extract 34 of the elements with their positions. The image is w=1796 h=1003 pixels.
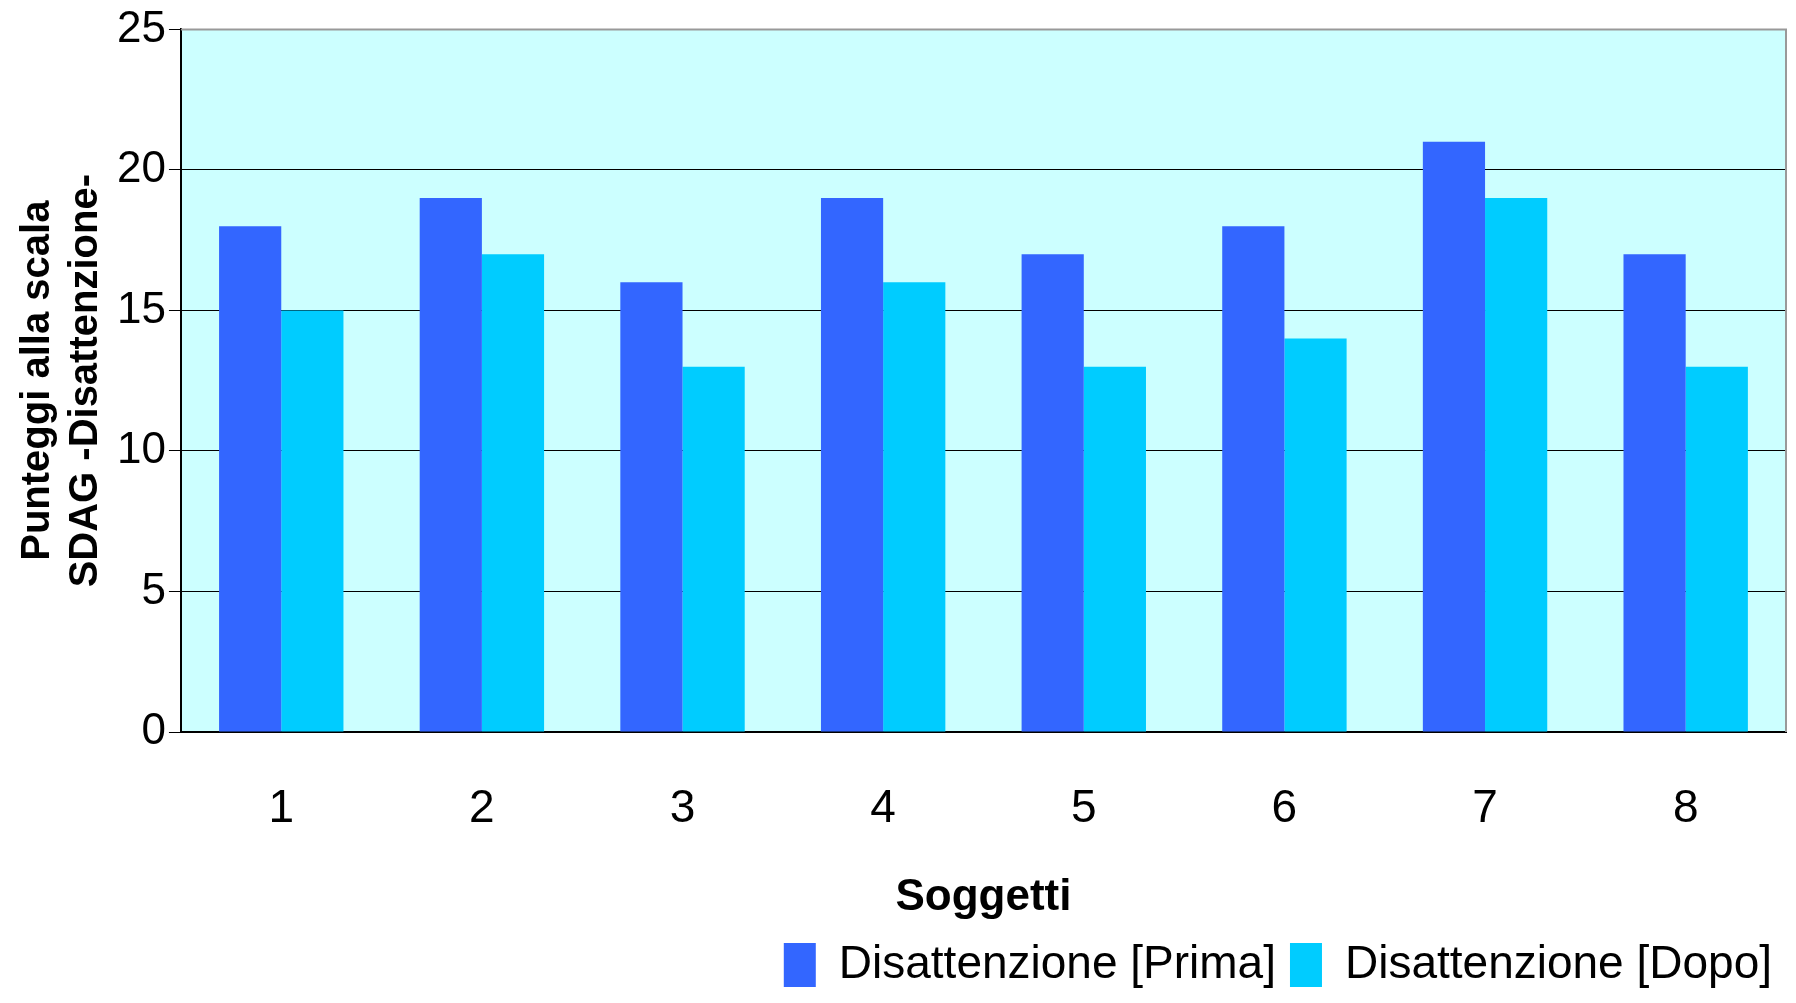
legend-label: Disattenzione [Prima]: [838, 935, 1276, 988]
y-tick-label: 20: [116, 142, 166, 192]
y-tick-label: 25: [116, 1, 166, 51]
bar: [1021, 254, 1084, 732]
bar: [481, 254, 545, 732]
x-tick-label: 3: [669, 780, 696, 833]
bar: [1083, 366, 1146, 732]
bar: [1422, 141, 1486, 732]
y-tick-label: 15: [116, 282, 166, 332]
x-tick-label: 1: [268, 780, 295, 833]
legend-label: Disattenzione [Dopo]: [1344, 935, 1772, 988]
bar: [1284, 338, 1347, 732]
x-axis-title: Soggetti: [895, 869, 1072, 919]
x-tick-label: 4: [870, 780, 896, 833]
bar: [1623, 254, 1686, 732]
bar: [682, 366, 745, 732]
y-tick-label: 5: [141, 563, 166, 613]
bar: [281, 310, 344, 732]
bar: [883, 282, 946, 732]
x-tick-label: 5: [1070, 780, 1097, 833]
y-tick-label: 0: [141, 704, 166, 754]
bar: [1685, 366, 1748, 732]
x-tick-label: 6: [1271, 780, 1298, 833]
bar: [1485, 198, 1548, 732]
bar: [1222, 226, 1285, 732]
y-axis-title: Punteggi alla scala SDAG -Disattenzione-: [13, 174, 106, 588]
x-tick-label: 7: [1472, 780, 1498, 833]
bar: [419, 198, 482, 732]
bar: [620, 282, 683, 732]
bar: [219, 226, 282, 732]
bar: [820, 198, 884, 732]
y-tick-label: 10: [116, 423, 166, 473]
x-tick-label: 8: [1672, 780, 1699, 833]
x-tick-label: 2: [469, 780, 495, 833]
